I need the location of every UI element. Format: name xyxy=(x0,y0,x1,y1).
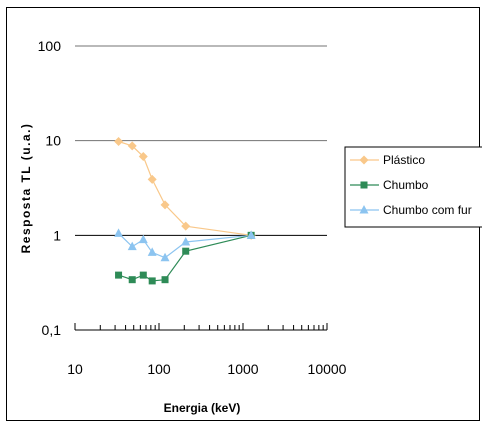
x-tick-label: 100 xyxy=(147,361,171,377)
x-axis-title: Energia (keV) xyxy=(164,401,241,415)
data-point xyxy=(138,152,148,162)
data-point xyxy=(147,174,157,184)
data-point xyxy=(181,221,191,231)
data-point xyxy=(160,200,170,210)
y-tick-label: 100 xyxy=(38,38,62,54)
data-point xyxy=(128,276,136,284)
series-line-0 xyxy=(118,140,252,236)
x-tick-label: 1000 xyxy=(227,361,258,377)
legend-marker xyxy=(359,205,369,214)
y-tick-label: 1 xyxy=(53,227,61,243)
legend-label: Plástico xyxy=(383,153,425,167)
legend-marker xyxy=(360,181,368,189)
x-tick-label: 10 xyxy=(67,361,83,377)
data-point xyxy=(182,247,190,255)
y-tick-label: 10 xyxy=(45,133,61,149)
legend-label: Chumbo com fur xyxy=(383,203,472,217)
data-point xyxy=(138,234,148,244)
data-point xyxy=(127,241,137,251)
data-point xyxy=(127,141,137,151)
data-point xyxy=(147,247,157,256)
data-point xyxy=(114,228,124,237)
data-point xyxy=(161,276,169,284)
x-tick-label: 10000 xyxy=(308,361,347,377)
data-point xyxy=(114,136,124,146)
y-axis-title: Resposta TL (u.a.) xyxy=(19,123,33,254)
y-tick-label: 0,1 xyxy=(42,322,62,338)
data-point xyxy=(139,271,147,279)
data-point xyxy=(148,277,156,285)
legend-label: Chumbo xyxy=(383,178,429,192)
data-point xyxy=(181,237,191,246)
data-point xyxy=(115,271,123,279)
data-point xyxy=(160,252,170,262)
data-point xyxy=(246,230,256,239)
legend-marker xyxy=(359,155,369,165)
